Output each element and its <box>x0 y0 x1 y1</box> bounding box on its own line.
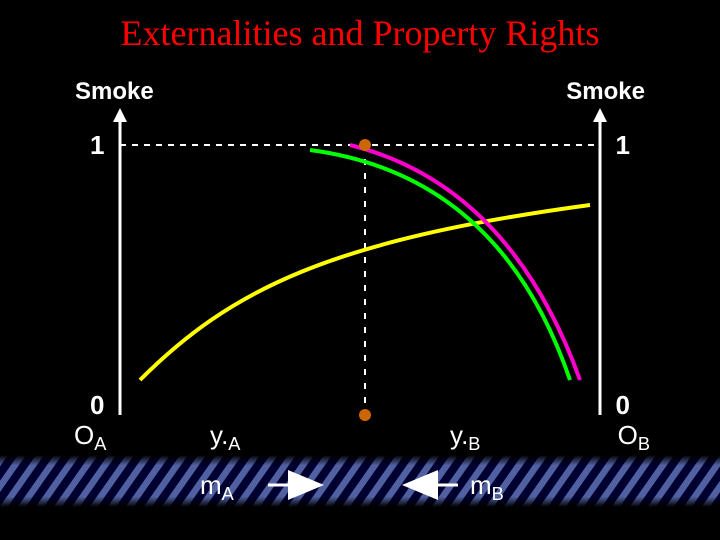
label-ma: mA <box>200 470 234 505</box>
tick-1-left: 1 <box>90 130 104 161</box>
origin-a: OA <box>74 420 106 455</box>
dot-bottom <box>359 409 371 421</box>
page-title: Externalities and Property Rights <box>0 12 720 54</box>
tick-0-left: 0 <box>90 390 104 421</box>
dot-top <box>359 139 371 151</box>
label-smoke-left: Smoke <box>75 78 154 106</box>
label-mb: mB <box>470 470 504 505</box>
label-smoke-right: Smoke <box>566 78 645 106</box>
label-ya: y.A <box>210 420 240 455</box>
label-yb: y.B <box>450 420 480 455</box>
curve-pink <box>350 145 580 380</box>
origin-b: OB <box>618 420 650 455</box>
tick-1-right: 1 <box>616 130 630 161</box>
tick-0-right: 0 <box>616 390 630 421</box>
